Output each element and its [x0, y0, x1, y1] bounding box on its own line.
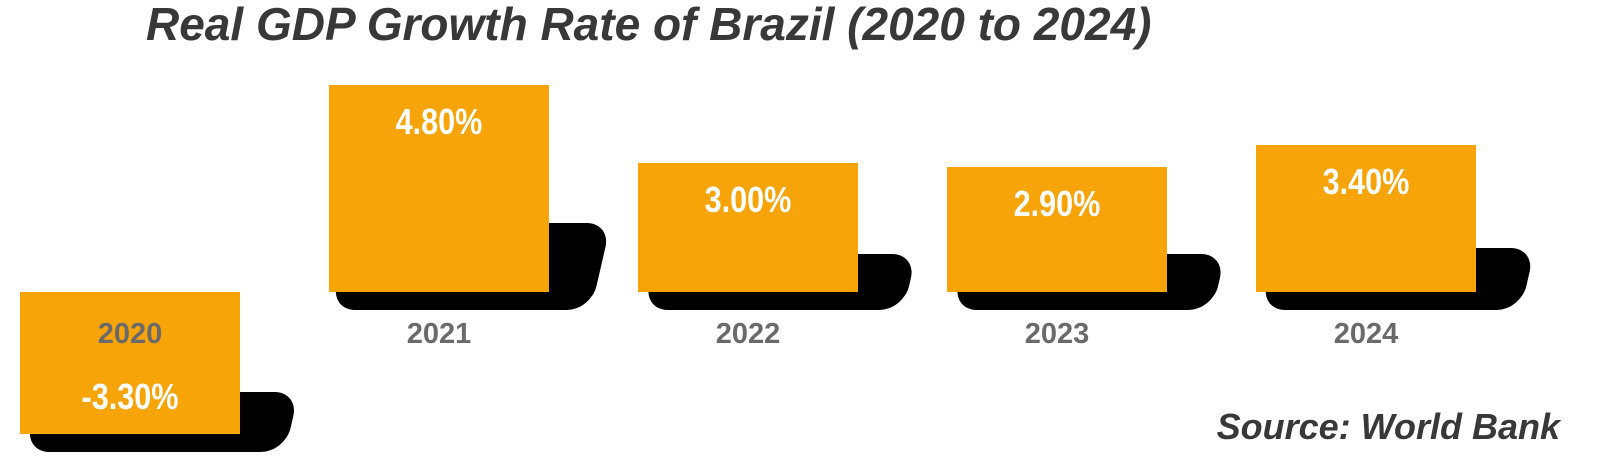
category-label-2023: 2023 — [1024, 318, 1090, 350]
bar-group-2023: 2.90% — [947, 167, 1226, 310]
bar-group-2024: 3.40% — [1256, 145, 1536, 310]
bar-2023: 2.90% — [947, 167, 1167, 292]
category-label-2022: 2022 — [715, 318, 781, 350]
bar-group-2021: 4.80% — [329, 85, 612, 310]
category-label-2020: 2020 — [97, 318, 163, 350]
bar-2022: 3.00% — [638, 163, 858, 292]
value-label-2022: 3.00% — [704, 179, 792, 220]
value-label-2024: 3.40% — [1322, 161, 1410, 202]
value-label-2020: -3.30% — [81, 376, 179, 417]
bar-2021: 4.80% — [329, 85, 549, 292]
bar-group-2022: 3.00% — [638, 163, 917, 310]
category-label-2024: 2024 — [1333, 318, 1399, 350]
bar-2024: 3.40% — [1256, 145, 1476, 292]
chart-title: Real GDP Growth Rate of Brazil (2020 to … — [146, 0, 1152, 50]
bar-group-2020: -3.30% — [20, 292, 299, 452]
value-label-2021: 4.80% — [395, 101, 483, 142]
value-label-2023: 2.90% — [1013, 183, 1101, 224]
source-caption: Source: World Bank — [1216, 406, 1560, 447]
category-label-2021: 2021 — [406, 318, 472, 350]
bar-2020: -3.30% — [20, 292, 240, 434]
